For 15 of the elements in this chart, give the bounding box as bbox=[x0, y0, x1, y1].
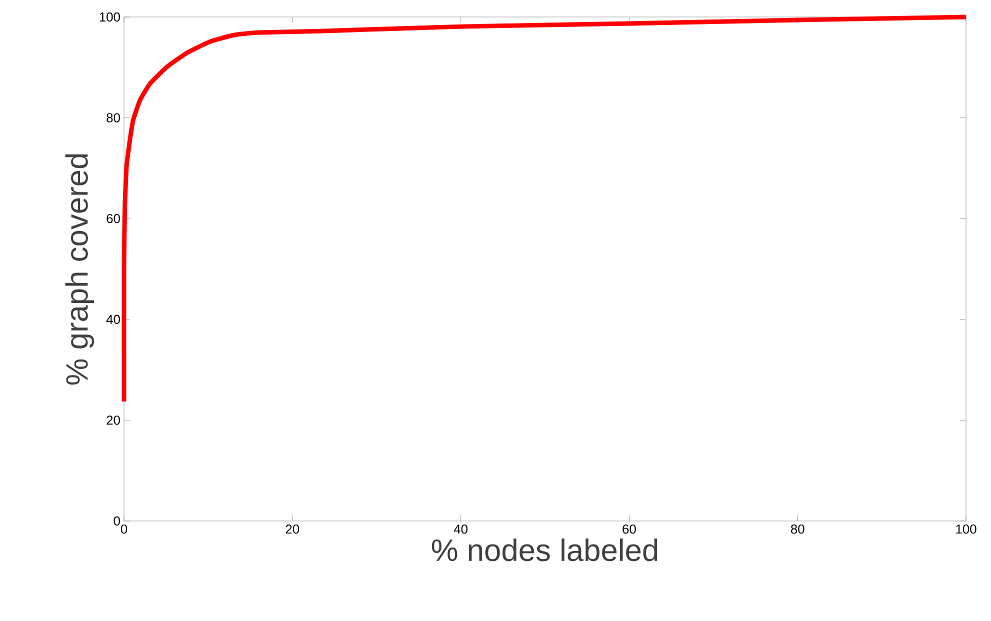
y-tick-label: 60 bbox=[106, 214, 120, 224]
line-series bbox=[122, 14, 968, 404]
x-tick-label: 100 bbox=[956, 524, 976, 534]
x-axis-title: % nodes labeled bbox=[432, 538, 658, 562]
x-tick-label: 60 bbox=[622, 524, 636, 534]
y-tick-label: 20 bbox=[106, 416, 120, 425]
y-tick-label: 0 bbox=[114, 516, 120, 526]
y-tick-label: 40 bbox=[106, 314, 120, 324]
x-tick-label: 0 bbox=[120, 524, 128, 534]
y-axis-title: % graph covered bbox=[65, 154, 94, 385]
x-tick-label: 20 bbox=[286, 524, 300, 534]
y-tick-label: 100 bbox=[100, 12, 120, 22]
x-tick-label: 80 bbox=[790, 524, 804, 534]
y-tick-label: 80 bbox=[106, 113, 120, 122]
x-tick-label: 40 bbox=[454, 524, 468, 534]
